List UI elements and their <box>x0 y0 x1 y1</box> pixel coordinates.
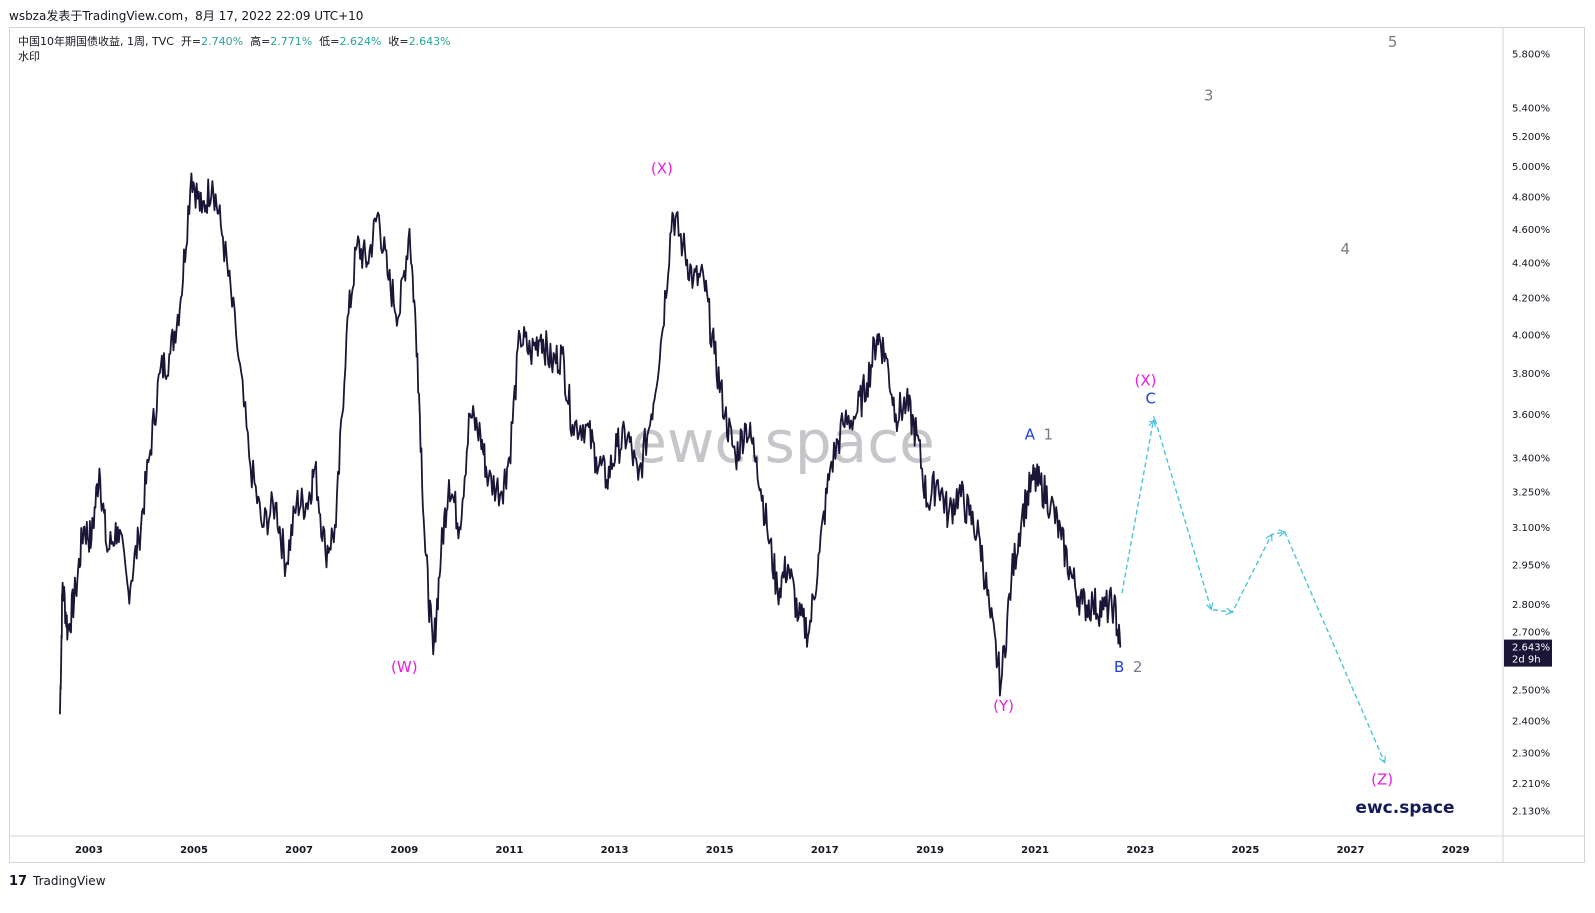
open-value: 2.740% <box>201 35 244 48</box>
high-value: 2.771% <box>270 35 313 48</box>
low-value: 2.624% <box>339 35 382 48</box>
chart-frame <box>9 27 1585 863</box>
publisher-bar: wsbza发表于TradingView.com，8月 17, 2022 22:0… <box>0 0 1595 28</box>
low-label: 低= <box>319 35 340 48</box>
tradingview-logo-icon[interactable]: 𝟭𝟳 <box>9 874 28 889</box>
high-label: 高= <box>250 35 271 48</box>
symbol-name: 中国10年期国债收益, 1周, TVC <box>18 35 174 48</box>
open-label: 开= <box>180 35 202 48</box>
symbol-legend: 中国10年期国债收益, 1周, TVC 开=2.740% 高=2.771% 低=… <box>18 34 451 64</box>
close-label: 收= <box>388 35 409 48</box>
close-value: 2.643% <box>408 35 451 48</box>
watermark-label: 水印 <box>18 50 40 63</box>
publisher-line: wsbza发表于TradingView.com，8月 17, 2022 22:0… <box>9 9 364 23</box>
tradingview-brand[interactable]: TradingView <box>33 874 106 888</box>
